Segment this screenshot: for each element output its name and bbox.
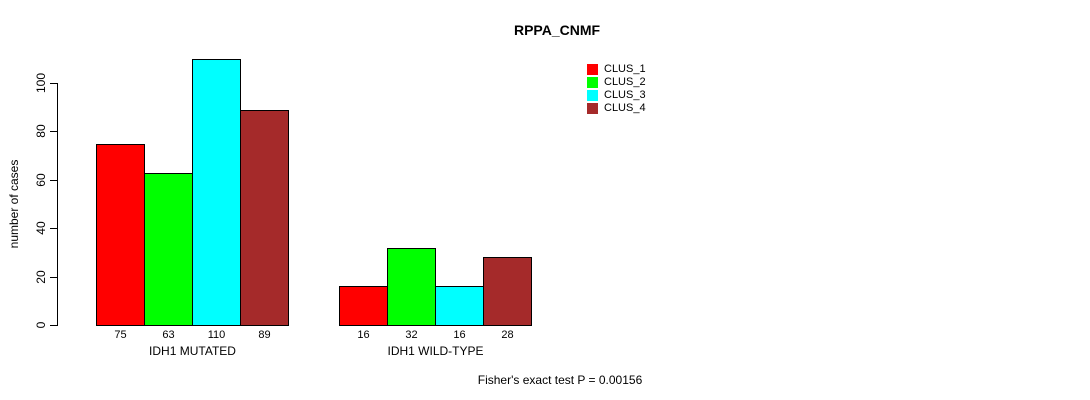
bar <box>435 286 484 326</box>
y-axis-tick <box>50 228 57 230</box>
bar-value-label: 75 <box>114 329 127 341</box>
bar-value-label: 16 <box>357 329 370 341</box>
legend-label: CLUS_4 <box>604 102 646 114</box>
bar <box>387 247 436 326</box>
bar <box>96 143 145 326</box>
y-axis-line <box>57 83 58 326</box>
bar-value-label: 63 <box>162 329 175 341</box>
bar <box>240 109 289 326</box>
stat-test-annotation: Fisher's exact test P = 0.00156 <box>477 373 643 387</box>
y-axis-tick <box>50 325 57 326</box>
bar-value-label: 28 <box>501 329 514 341</box>
bar-value-label: 32 <box>405 329 418 341</box>
bar-value-label: 110 <box>207 329 226 341</box>
y-axis-tick <box>50 131 57 133</box>
y-axis-tick <box>50 83 57 84</box>
bar <box>144 172 193 326</box>
y-axis-title: number of cases <box>7 159 21 249</box>
legend-label: CLUS_1 <box>604 63 646 75</box>
bar <box>339 286 388 326</box>
legend-swatch <box>587 103 598 114</box>
legend-label: CLUS_2 <box>604 76 646 88</box>
group-label: IDH1 WILD-TYPE <box>387 344 484 358</box>
y-axis-tick <box>50 179 57 181</box>
bar <box>483 257 532 326</box>
bar <box>192 58 241 326</box>
y-axis-tick-label: 100 <box>34 72 48 94</box>
group-label: IDH1 MUTATED <box>149 344 236 358</box>
legend-label: CLUS_3 <box>604 89 646 101</box>
chart-title: RPPA_CNMF <box>513 22 601 38</box>
bar-value-label: 89 <box>258 329 271 341</box>
legend-swatch <box>587 64 598 75</box>
legend-swatch <box>587 90 598 101</box>
legend-swatch <box>587 77 598 88</box>
y-axis-tick <box>50 276 57 278</box>
bar-value-label: 16 <box>453 329 466 341</box>
